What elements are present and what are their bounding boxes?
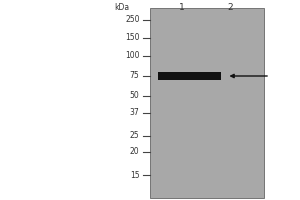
Bar (150, 8, 264, 198)
Text: 20: 20 (130, 148, 140, 156)
Text: 37: 37 (130, 108, 140, 117)
Text: 75: 75 (130, 72, 140, 80)
Bar (158, 72, 220, 80)
Text: 50: 50 (130, 92, 140, 100)
Text: 2: 2 (227, 2, 232, 11)
Text: 1: 1 (179, 2, 185, 11)
Text: 150: 150 (125, 33, 140, 43)
Text: kDa: kDa (114, 3, 129, 12)
Text: 250: 250 (125, 16, 140, 24)
Text: 100: 100 (125, 51, 140, 60)
Text: 15: 15 (130, 170, 140, 180)
Text: 25: 25 (130, 132, 140, 140)
